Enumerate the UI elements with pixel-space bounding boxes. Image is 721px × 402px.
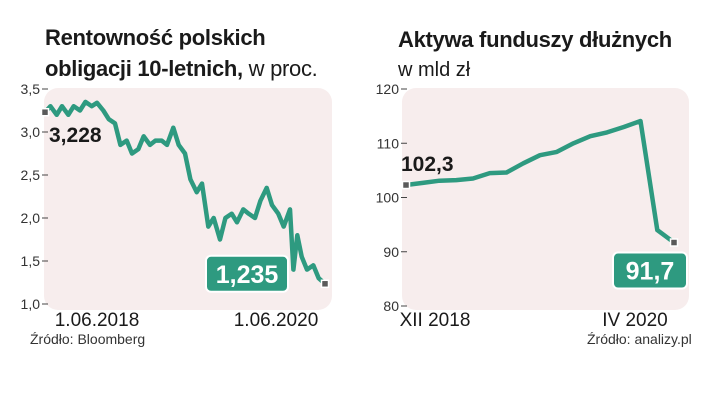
end-point xyxy=(320,279,330,289)
end-value-label: 1,235 xyxy=(216,261,279,289)
start-value-label: 102,3 xyxy=(401,153,454,176)
fund-assets-panel: Aktywa funduszy dłużnych w mld zł 80 90 10… xyxy=(360,0,721,402)
y-tick-label: 1,0 xyxy=(21,296,41,312)
end-value-label: 91,7 xyxy=(626,258,675,286)
series-line xyxy=(42,99,328,287)
yield-chart: 1,0 1,5 2,0 2,5 3,0 3,5 1.06.2018 1.06.2020 3,22… xyxy=(21,81,332,331)
plot-background xyxy=(44,88,332,310)
start-point xyxy=(40,107,50,117)
y-tick-label: 80 xyxy=(383,298,399,314)
end-value-box xyxy=(612,251,688,290)
y-tick-label: 1,5 xyxy=(21,253,41,269)
y-tick-label: 3,0 xyxy=(21,124,41,140)
start-value-label: 3,228 xyxy=(49,124,102,147)
y-tick-label: 90 xyxy=(383,244,399,260)
y-tick-label: 120 xyxy=(376,81,400,97)
chart-source: Źródło: Bloomberg xyxy=(30,331,146,347)
y-tick-label: 110 xyxy=(377,135,400,151)
x-tick-label: IV 2020 xyxy=(602,310,668,331)
y-tick-label: 2,5 xyxy=(21,167,41,183)
assets-chart: 80 90 100 110 120 XII 2018 IV 2020 102,3 91,7 xyxy=(376,81,689,331)
x-tick-label: XII 2018 xyxy=(400,310,471,331)
end-value-box xyxy=(205,254,289,293)
chart-unit: w proc. xyxy=(248,56,318,81)
end-point xyxy=(669,238,679,247)
chart-title-line2: obligacji 10-letnich, w proc. xyxy=(45,56,318,81)
series-line xyxy=(403,118,677,245)
chart-source: Źródło: analizy.pl xyxy=(587,331,692,347)
bond-yield-panel: Rentowność polskich obligacji 10-letnich… xyxy=(0,0,360,402)
y-tick-label: 100 xyxy=(376,190,400,206)
chart-subtitle: w mld zł xyxy=(398,59,471,81)
start-point xyxy=(401,180,411,190)
y-tick-label: 2,0 xyxy=(21,210,41,226)
x-tick-label: 1.06.2020 xyxy=(234,310,319,331)
chart-title-line1: Rentowność polskich xyxy=(45,25,266,50)
chart-title: Aktywa funduszy dłużnych xyxy=(398,27,672,52)
x-tick-label: 1.06.2018 xyxy=(55,310,140,331)
y-tick-label: 3,5 xyxy=(21,81,41,97)
